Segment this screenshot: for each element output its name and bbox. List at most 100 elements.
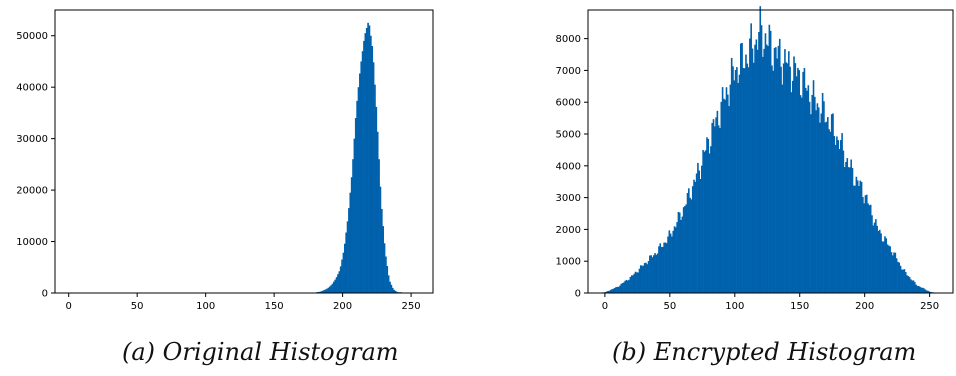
- encrypted-histogram-bar: [639, 265, 642, 293]
- encrypted-histogram-caption: (b) Encrypted Histogram: [612, 338, 917, 366]
- encrypted-histogram-bar: [869, 204, 872, 293]
- encrypted-histogram-bar: [682, 207, 685, 293]
- encrypted-histogram-bar: [920, 287, 923, 293]
- original-histogram-bar: [385, 256, 387, 293]
- encrypted-histogram-bar: [871, 215, 873, 293]
- encrypted-histogram-bar: [630, 275, 633, 293]
- encrypted-histogram-bar: [830, 114, 833, 293]
- encrypted-histogram-bar: [695, 173, 698, 293]
- encrypted-histogram-bar: [680, 219, 682, 293]
- encrypted-y-tick-label: 8000: [556, 34, 581, 45]
- encrypted-histogram-bar: [658, 246, 660, 293]
- encrypted-histogram-bar: [791, 80, 794, 293]
- encrypted-histogram-bar: [802, 71, 804, 293]
- original-histogram-bar: [379, 186, 382, 293]
- encrypted-histogram-bar: [773, 47, 776, 293]
- encrypted-histogram-bar: [793, 56, 795, 294]
- encrypted-histogram-bar: [634, 271, 637, 293]
- encrypted-histogram-bar: [854, 185, 856, 293]
- encrypted-histogram-bar: [880, 233, 882, 293]
- original-histogram-bar: [375, 106, 378, 293]
- encrypted-histogram-bar: [911, 280, 914, 293]
- original-histogram-bar: [328, 286, 331, 293]
- encrypted-histogram-bar: [764, 33, 767, 293]
- original-histogram-plot: 0 50 100 150 200 250 0 10000 20000 30000 40000 5000…: [16, 9, 434, 312]
- encrypted-histogram-bar: [811, 94, 814, 293]
- encrypted-histogram-bar: [820, 113, 823, 293]
- encrypted-histogram-bar: [863, 203, 865, 293]
- encrypted-histogram-bar: [711, 122, 713, 294]
- encrypted-histogram-bar: [836, 136, 838, 293]
- encrypted-histogram-bar: [868, 205, 871, 293]
- encrypted-histogram-bar: [717, 125, 720, 294]
- original-histogram-bar: [333, 281, 335, 293]
- original-axes-frame: [54, 9, 434, 294]
- original-y-tick-label: 40000: [16, 83, 48, 94]
- encrypted-histogram-bar: [912, 280, 915, 293]
- encrypted-histogram-bar: [815, 110, 817, 293]
- original-histogram-bar: [319, 291, 321, 293]
- encrypted-histogram-bar: [610, 289, 612, 293]
- encrypted-histogram-bar: [669, 233, 672, 293]
- original-histogram-bar: [383, 243, 386, 293]
- encrypted-y-tick-label: 2000: [556, 225, 581, 236]
- encrypted-histogram-bar: [685, 204, 688, 293]
- encrypted-histogram-bar: [689, 197, 691, 293]
- encrypted-histogram-bar: [732, 66, 734, 293]
- encrypted-histogram-bar: [742, 67, 745, 293]
- original-y-tick-label: 0: [42, 289, 48, 300]
- encrypted-histogram-bar: [790, 92, 793, 294]
- original-histogram-bar: [390, 284, 393, 293]
- encrypted-histogram-bar: [828, 129, 830, 293]
- encrypted-histogram-bar: [664, 242, 667, 293]
- encrypted-histogram-bar: [872, 225, 875, 293]
- original-histogram-bar: [331, 283, 334, 293]
- original-histogram-bar: [327, 287, 330, 293]
- encrypted-histogram-bar: [849, 167, 851, 293]
- encrypted-histogram-bar: [841, 133, 843, 293]
- original-histogram-bar: [380, 208, 383, 293]
- encrypted-histogram-bar: [781, 84, 784, 293]
- encrypted-histogram-bar: [859, 180, 862, 293]
- encrypted-histogram-bar: [616, 286, 619, 293]
- encrypted-histogram-bar: [873, 222, 876, 293]
- encrypted-histogram-bar: [704, 150, 707, 293]
- encrypted-histogram-bar: [784, 49, 786, 294]
- original-x-tick-label: 200: [333, 301, 352, 312]
- original-histogram-bar: [382, 226, 384, 293]
- encrypted-histogram-bar: [817, 107, 820, 294]
- encrypted-histogram-bar: [914, 282, 916, 293]
- encrypted-histogram-bar: [699, 179, 702, 293]
- encrypted-histogram-bar: [839, 140, 842, 293]
- encrypted-histogram-bar: [621, 283, 624, 293]
- original-histogram-bar: [370, 35, 372, 293]
- original-histogram-bar: [393, 289, 395, 293]
- original-histogram-bar: [342, 252, 345, 293]
- encrypted-histogram-bar: [837, 140, 839, 293]
- encrypted-histogram-bar: [860, 181, 863, 293]
- encrypted-histogram-bar: [719, 128, 721, 293]
- original-histogram-bar: [378, 159, 380, 293]
- original-histogram-bar: [376, 131, 379, 293]
- encrypted-histogram-bar: [707, 138, 710, 293]
- original-histogram-bar: [330, 285, 332, 293]
- encrypted-histogram-bar: [855, 176, 858, 293]
- original-histogram-bar: [372, 62, 375, 294]
- encrypted-histogram-bar: [688, 188, 690, 293]
- encrypted-histogram-bar: [895, 258, 898, 293]
- encrypted-histogram-bar: [746, 63, 749, 293]
- original-y-tick-label: 50000: [16, 31, 48, 42]
- encrypted-histogram-bar: [795, 76, 798, 293]
- original-histogram-bar: [354, 118, 357, 293]
- encrypted-histogram-bar: [703, 151, 706, 293]
- encrypted-histogram-bar: [824, 122, 827, 293]
- encrypted-histogram-bar: [608, 290, 611, 293]
- original-histogram-bar: [348, 208, 350, 293]
- encrypted-histogram-bar: [712, 119, 715, 293]
- original-histogram-bar: [317, 291, 320, 293]
- encrypted-histogram-bar: [716, 110, 719, 293]
- original-histogram-bar: [386, 265, 389, 293]
- encrypted-histogram-bar: [715, 117, 717, 293]
- encrypted-histogram-bar: [899, 265, 902, 293]
- encrypted-histogram-bar: [626, 280, 629, 293]
